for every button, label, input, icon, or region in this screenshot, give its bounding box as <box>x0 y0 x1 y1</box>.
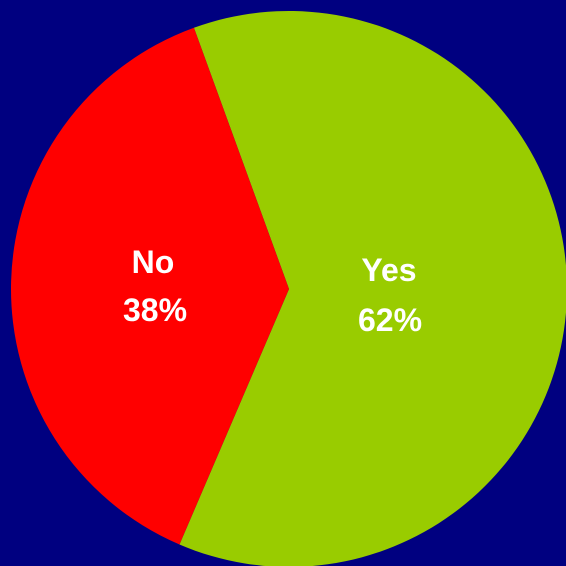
slice-percent-yes: 62% <box>358 302 422 338</box>
slice-percent-no: 38% <box>123 292 187 328</box>
slice-label-yes: Yes <box>361 252 416 288</box>
pie-slice-no <box>10 27 290 545</box>
pie-slice-yes <box>179 11 566 566</box>
slice-label-no: No <box>132 244 175 280</box>
